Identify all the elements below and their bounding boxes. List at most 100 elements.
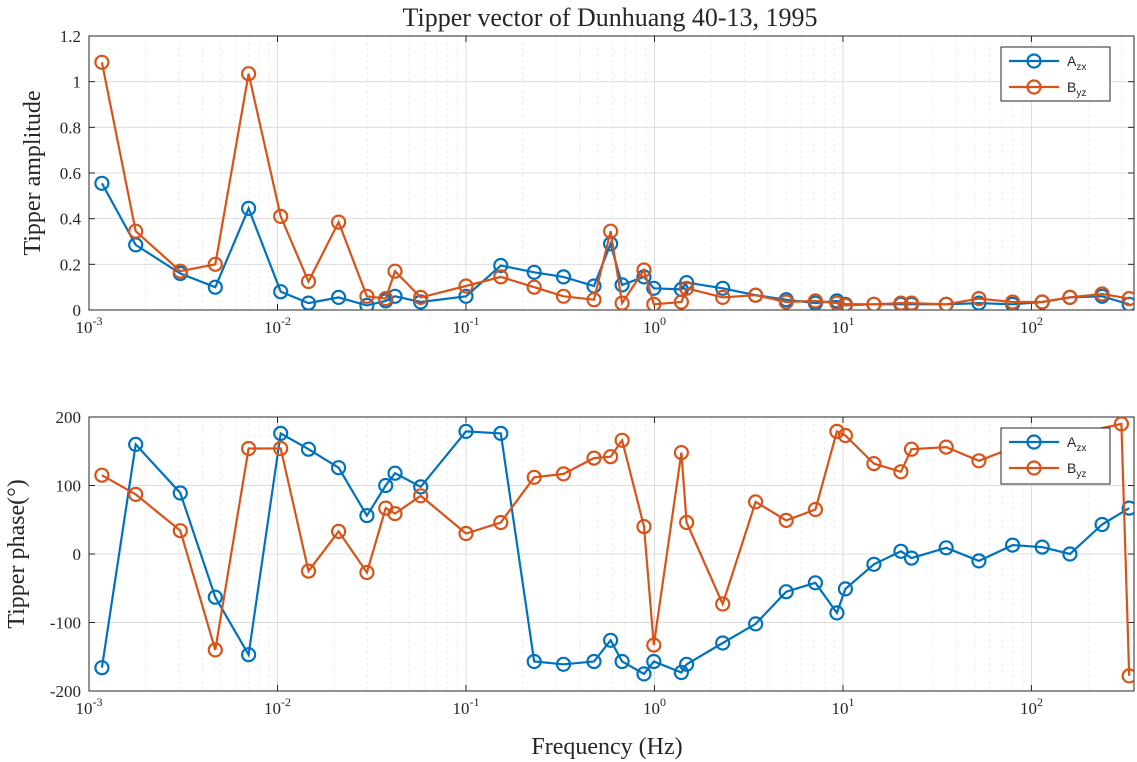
x-tick-label: 10-1: [452, 314, 479, 337]
y-tick-label: 0: [73, 545, 82, 564]
y-tick-label: 0.8: [60, 118, 81, 137]
data-point-a-zx: [413, 294, 429, 310]
data-point-b-yz: [673, 294, 690, 310]
data-point-b-yz: [94, 54, 110, 70]
data-point-b-yz: [94, 467, 110, 483]
data-point-b-yz: [715, 596, 731, 612]
data-point-a-zx: [866, 556, 882, 572]
data-point-a-zx: [458, 423, 474, 439]
data-point-a-zx: [359, 507, 375, 524]
data-point-b-yz: [526, 279, 542, 295]
data-point-b-yz: [829, 295, 845, 310]
data-point-b-yz: [172, 263, 188, 279]
data-point-a-zx: [387, 465, 403, 481]
data-point-b-yz: [1113, 417, 1129, 432]
y-tick-label: 0.6: [60, 164, 81, 183]
x-tick-label: 10-2: [264, 695, 291, 718]
data-point-b-yz: [829, 423, 845, 439]
y-tick-label: -100: [50, 614, 81, 633]
data-point-a-zx: [602, 632, 619, 648]
data-point-b-yz: [128, 223, 144, 239]
data-point-b-yz: [555, 466, 572, 482]
data-point-b-yz: [1121, 291, 1134, 307]
data-point-b-yz: [300, 563, 317, 579]
x-tick-label: 10-2: [264, 314, 291, 337]
data-point-b-yz: [971, 291, 987, 307]
data-point-b-yz: [586, 292, 602, 308]
data-point-a-zx: [300, 441, 317, 457]
series-line-b-yz: [101, 422, 1131, 676]
x-tick-label: 100: [643, 695, 666, 718]
legend-marker: [1026, 434, 1042, 450]
data-point-b-yz: [586, 450, 602, 466]
data-point-b-yz: [172, 523, 188, 539]
data-point-b-yz: [678, 514, 695, 531]
data-point-b-yz: [866, 296, 882, 310]
y-tick-label: -200: [50, 682, 81, 701]
data-point-b-yz: [300, 273, 317, 290]
data-point-b-yz: [893, 464, 909, 480]
data-point-b-yz: [938, 439, 954, 455]
data-point-b-yz: [526, 469, 542, 485]
data-point-b-yz: [778, 294, 794, 310]
data-point-a-zx: [207, 279, 223, 295]
data-point-b-yz: [747, 287, 764, 303]
data-point-a-zx: [94, 660, 110, 676]
data-point-b-yz: [387, 263, 403, 279]
x-tick-label: 102: [1020, 695, 1043, 718]
data-point-a-zx: [413, 479, 429, 495]
data-point-b-yz: [602, 223, 619, 239]
data-point-b-yz: [673, 445, 690, 461]
data-point-a-zx: [555, 269, 572, 285]
data-point-a-zx: [893, 543, 909, 559]
data-point-b-yz: [807, 501, 824, 518]
data-point-b-yz: [602, 449, 619, 465]
x-tick-label: 100: [643, 314, 666, 337]
y-tick-label: 1: [73, 73, 82, 92]
data-point-a-zx: [458, 288, 474, 304]
chart-title: Tipper vector of Dunhuang 40-13, 1995: [403, 3, 818, 32]
data-point-a-zx: [359, 297, 375, 310]
data-point-a-zx: [241, 200, 257, 216]
data-point-b-yz: [1062, 289, 1078, 305]
data-point-a-zx: [273, 284, 289, 300]
data-point-a-zx: [614, 277, 630, 293]
series-group: [94, 54, 1134, 310]
data-point-a-zx: [807, 575, 824, 591]
data-point-b-yz: [413, 488, 429, 504]
data-point-b-yz: [493, 269, 509, 285]
data-point-b-yz: [903, 295, 920, 310]
data-point-b-yz: [678, 280, 695, 296]
data-point-a-zx: [378, 477, 394, 494]
x-axis-title: Frequency (Hz): [531, 734, 682, 760]
data-point-a-zx: [128, 436, 144, 452]
legend-marker: [1026, 79, 1042, 95]
data-point-b-yz: [837, 297, 853, 310]
data-point-b-yz: [241, 66, 257, 82]
data-point-b-yz: [903, 441, 920, 457]
data-point-b-yz: [387, 505, 403, 522]
data-point-b-yz: [971, 453, 987, 469]
data-point-b-yz: [646, 637, 662, 653]
data-point-b-yz: [493, 514, 509, 531]
data-point-a-zx: [646, 280, 662, 296]
data-point-a-zx: [971, 295, 987, 310]
data-point-a-zx: [971, 553, 987, 569]
data-point-a-zx: [678, 656, 695, 672]
data-point-a-zx: [636, 666, 652, 682]
data-point-b-yz: [636, 262, 652, 278]
data-point-a-zx: [1062, 546, 1078, 562]
phase-plot: 10-3 10-2 10-1 100 101 102-200-1000100200AzxB…: [50, 408, 1135, 718]
x-tick-label: 102: [1020, 314, 1043, 337]
data-point-a-zx: [1094, 516, 1110, 533]
y-tick-label: 0.2: [60, 255, 81, 274]
data-point-b-yz: [1094, 286, 1110, 302]
data-point-a-zx: [1034, 539, 1050, 555]
legend-marker: [1026, 460, 1042, 476]
data-point-b-yz: [747, 494, 764, 510]
series-group: [94, 417, 1134, 684]
